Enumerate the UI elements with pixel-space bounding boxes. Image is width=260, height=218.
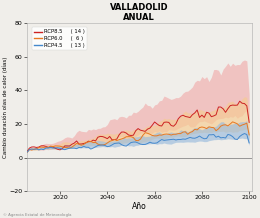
Legend: RCP8.5     ( 14 ), RCP6.0     (  6 ), RCP4.5     ( 13 ): RCP8.5 ( 14 ), RCP6.0 ( 6 ), RCP4.5 ( 13…: [32, 27, 87, 50]
Text: © Agencia Estatal de Meteorología: © Agencia Estatal de Meteorología: [3, 213, 71, 217]
Y-axis label: Cambio duración olas de calor (días): Cambio duración olas de calor (días): [3, 56, 8, 158]
Title: VALLADOLID
ANUAL: VALLADOLID ANUAL: [110, 3, 168, 22]
X-axis label: Año: Año: [132, 202, 147, 211]
